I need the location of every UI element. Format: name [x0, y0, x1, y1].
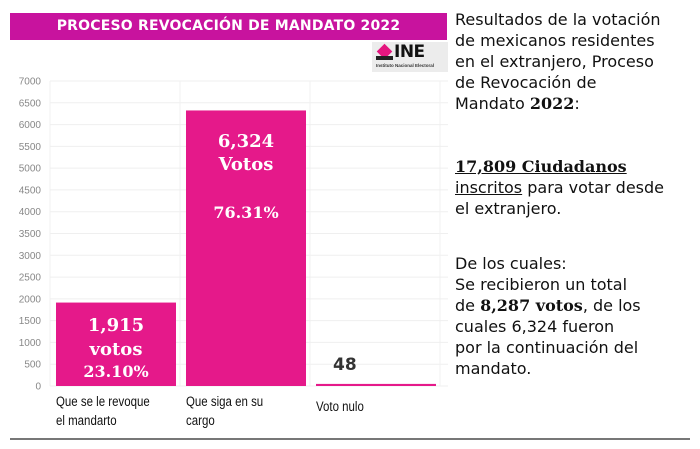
- data-label-unit: votos: [89, 339, 143, 360]
- cuales-line: cuales 6,324 fueron: [455, 317, 615, 336]
- chart-title-banner: PROCESO REVOCACIÓN DE MANDATO 2022: [10, 13, 447, 40]
- side-citizens: 17,809 Ciudadanos inscritos para votar d…: [455, 156, 664, 219]
- intro-line: de mexicanos residentes: [455, 31, 655, 50]
- cuales-post: , de los: [582, 296, 641, 315]
- intro-line: Resultados de la votación: [455, 10, 661, 29]
- y-tick-label: 4000: [19, 207, 42, 218]
- y-tick-label: 1000: [19, 338, 42, 349]
- intro-colon: :: [574, 94, 580, 113]
- intro-line: Mandato 2022:: [455, 93, 661, 114]
- cuales-line: Se recibieron un total: [455, 275, 628, 294]
- y-tick-label: 3500: [19, 229, 42, 240]
- x-label-line: Voto nulo: [316, 399, 364, 414]
- cuales-line: de 8,287 votos, de los: [455, 295, 641, 316]
- x-label-line: Que siga en su: [186, 394, 264, 409]
- cuales-pre: de: [455, 296, 481, 315]
- cuales-line: mandato.: [455, 359, 532, 378]
- y-tick-label: 6500: [19, 98, 42, 109]
- citizens-count: 17,809 Ciudadanos: [455, 157, 627, 176]
- y-tick-label: 2000: [19, 294, 42, 305]
- intro-mandato: Mandato: [455, 94, 530, 113]
- x-label-revoque: Que se le revoque el mandarto: [56, 392, 150, 430]
- y-tick-label: 3000: [19, 251, 42, 262]
- citizens-line: inscritos para votar desde: [455, 177, 664, 198]
- data-label-percent: 76.31%: [213, 203, 278, 222]
- intro-year: 2022: [529, 94, 575, 113]
- cuales-line: De los cuales:: [455, 254, 567, 273]
- ine-logo: INE Instituto Nacional Electoral: [372, 42, 448, 72]
- total-votes: 8,287 votos: [480, 296, 583, 315]
- ine-logo-subtitle: Instituto Nacional Electoral: [376, 63, 435, 68]
- x-label-siga: Que siga en su cargo: [186, 392, 263, 430]
- y-tick-label: 2500: [19, 273, 42, 284]
- citizens-line: el extranjero.: [455, 199, 562, 218]
- cuales-line: por la continuación del: [455, 338, 639, 357]
- data-label-votes: 1,915: [88, 315, 144, 336]
- y-tick-label: 6000: [19, 120, 42, 131]
- side-cuales: De los cuales: Se recibieron un total de…: [455, 253, 641, 379]
- side-intro: Resultados de la votación de mexicanos r…: [455, 9, 661, 114]
- data-label-percent: 23.10%: [83, 362, 148, 381]
- data-label-unit: Votos: [218, 154, 274, 175]
- x-label-line: Que se le revoque: [56, 394, 150, 409]
- bar-1: [186, 110, 306, 386]
- ine-logo-text: INE: [394, 42, 425, 62]
- y-tick-label: 1500: [19, 316, 42, 327]
- intro-line: de Revocación de: [455, 73, 597, 92]
- y-axis-ticks: 0 500 1000 1500 2000 2500 3000 3500 4000 4500 5000…: [19, 77, 42, 393]
- citizens-inscritos: inscritos: [455, 178, 523, 197]
- bar-0: [56, 302, 176, 386]
- y-tick-label: 500: [24, 360, 41, 371]
- y-tick-label: 4500: [19, 185, 42, 196]
- ine-logo-base: [376, 56, 393, 60]
- bar-chart: 0 500 1000 1500 2000 2500 3000 3500 4000 4500 5000…: [19, 77, 448, 393]
- y-tick-label: 5500: [19, 142, 42, 153]
- data-label-votes: 6,324: [218, 131, 274, 152]
- y-tick-label: 5000: [19, 164, 42, 175]
- bottom-divider: [10, 438, 690, 440]
- bar-2: [316, 383, 436, 386]
- citizens-rest: para votar desde: [522, 178, 664, 197]
- x-label-line: cargo: [186, 413, 215, 428]
- x-label-line: el mandarto: [56, 413, 117, 428]
- citizens-line: 17,809 Ciudadanos: [455, 156, 664, 177]
- intro-line: en el extranjero, Proceso: [455, 52, 654, 71]
- y-tick-label: 7000: [19, 77, 42, 88]
- bars: [56, 110, 436, 386]
- data-label-nulo: 48: [333, 355, 357, 375]
- y-tick-label: 0: [35, 382, 41, 393]
- x-label-nulo: Voto nulo: [316, 397, 364, 416]
